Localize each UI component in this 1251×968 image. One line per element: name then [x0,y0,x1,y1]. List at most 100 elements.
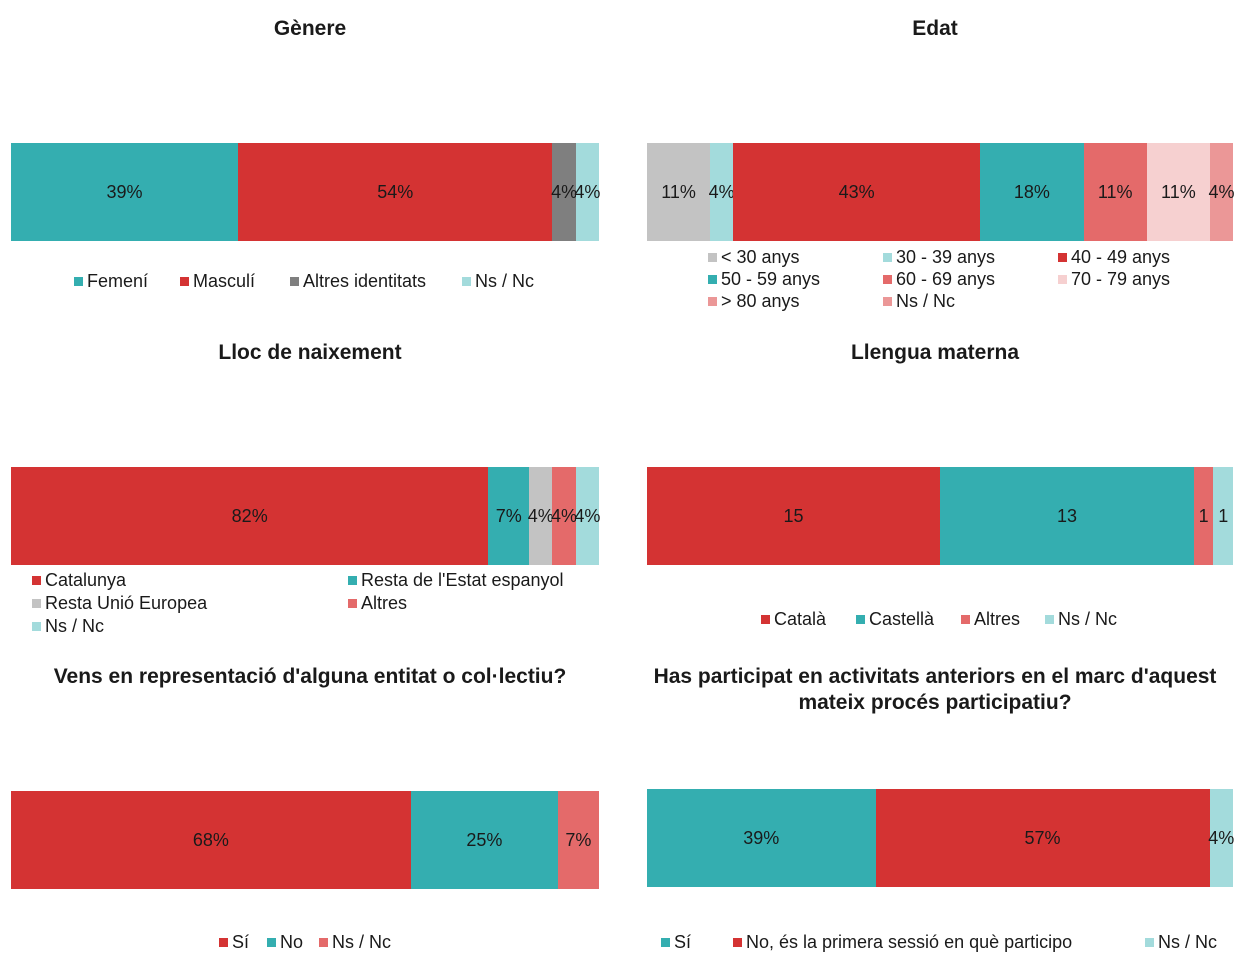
legend-item-no-es-la-primera-sessio-en-que-participo: No, és la primera sessió en què particip… [733,932,1072,953]
bar-segment-no: 25% [410,791,558,889]
legend-item-resta-unio-europea: Resta Unió Europea [32,593,207,614]
stacked-bar: 39% 57% 4% [647,789,1234,887]
legend-swatch [883,275,892,284]
bar-segment-ns-nc: 1 [1213,467,1233,565]
legend-label: No, és la primera sessió en què particip… [746,932,1073,952]
stacked-bar: 39% 54% 4% 4% [11,143,601,241]
data-label: 1 [1218,505,1229,526]
legend-item-castella: Castellà [856,609,934,630]
legend-label: Altres [974,609,1021,629]
data-label: 13 [1056,505,1077,526]
legend-label: Resta de l'Estat espanyol [361,570,564,590]
legend-label: < 30 anys [721,247,800,267]
data-label: 4% [574,505,601,526]
chart-title: Vens en representació d'alguna entitat o… [53,665,567,688]
data-label: 43% [838,181,875,202]
legend-item-80-anys: > 80 anys [708,291,800,312]
legend-label: Altres identitats [303,271,427,291]
chart-panel-edat: Edat 11% 4% 43% 18% 11% 11% 4% < 30 anys 30 - 39 … [625,0,1245,320]
legend-item-resta-de-l-estat-espanyol: Resta de l'Estat espanyol [348,570,564,591]
chart-title: Llengua materna [850,341,1020,364]
legend-item-altres-identitats: Altres identitats [290,271,426,292]
bar-segment-60-69-anys: 11% [1083,143,1147,241]
chart-title: Gènere [273,17,347,40]
legend-label: Sí [674,932,692,952]
legend-item-ns-nc: Ns / Nc [883,291,955,312]
legend-item-catala: Català [761,609,826,630]
legend-item-ns-nc: Ns / Nc [32,616,104,637]
legend-swatch [708,275,717,284]
legend-label: Català [774,609,827,629]
bar-segment-resta-unio-europea: 4% [527,467,554,565]
legend-label: Ns / Nc [1058,609,1118,629]
legend-swatch [219,938,228,947]
legend-swatch [761,615,770,624]
chart-panel-genere: Gènere 39% 54% 4% 4% Femení Masculí Altres iden… [0,0,620,320]
bar-segment-catala: 15 [647,467,940,565]
bar-segment-ns-nc: 4% [1208,143,1234,241]
legend-swatch [708,297,717,306]
data-label: 11% [1097,181,1133,202]
legend-swatch [708,253,717,262]
legend-label: Castellà [869,609,935,629]
legend-item-30-39-anys: 30 - 39 anys [883,247,995,268]
legend-item-femeni: Femení [74,271,148,292]
legend-label: 60 - 69 anys [896,269,996,289]
chart-panel-lloc: Lloc de naixement 82% 7% 4% 4% 4% Catalunya Res… [0,324,620,644]
legend-label: 50 - 59 anys [721,269,821,289]
bar-segment-30-39-anys: 4% [708,143,735,241]
data-label: 4% [527,505,554,526]
legend-item-si: Sí [661,932,691,953]
bar-segment-altres: 4% [551,467,577,565]
legend-item-60-69-anys: 60 - 69 anys [883,269,995,290]
data-label: 57% [1024,827,1061,848]
stacked-bar: 11% 4% 43% 18% 11% 11% 4% [647,143,1234,241]
bar-segment-ns-nc: 4% [574,143,601,241]
legend-label: Ns / Nc [45,616,105,636]
legend-swatch [32,599,41,608]
bar-segment-femeni: 39% [11,143,239,241]
chart-title: Lloc de naixement [218,341,402,364]
legend-swatch [856,615,865,624]
bar-segment-40-49-anys: 43% [733,143,981,241]
legend-swatch [883,297,892,306]
bar-segment-masculi: 54% [238,143,553,241]
legend-item-ns-nc: Ns / Nc [462,271,534,292]
stacked-bar: 68% 25% 7% [11,791,599,889]
bar-segment-50-59-anys: 18% [980,143,1084,241]
bar-segment-catalunya: 82% [11,467,489,565]
legend-swatch [74,277,83,286]
legend-swatch [348,576,357,585]
data-label: 18% [1013,181,1050,202]
legend-label: 40 - 49 anys [1071,247,1171,267]
legend-label: > 80 anys [721,291,800,311]
data-label: 68% [192,829,229,850]
data-label: 39% [106,181,143,202]
legend-label: Femení [87,271,149,291]
bar-segment-altres: 1 [1193,467,1214,565]
bar-segment-si: 68% [11,791,411,889]
legend-item-50-59-anys: 50 - 59 anys [708,269,820,290]
chart-panel-representacio: Vens en representació d'alguna entitat o… [0,648,620,968]
legend-swatch [1045,615,1054,624]
legend-swatch [319,938,328,947]
stacked-bar: 15 13 1 1 [647,467,1233,565]
data-label: 11% [1161,181,1196,202]
legend-label: Catalunya [45,570,127,590]
data-label: 15 [783,505,804,526]
bar-segment-resta-de-l-estat-espanyol: 7% [488,467,530,565]
data-label: 4% [574,181,601,202]
bar-segment-altres-identitats: 4% [551,143,577,241]
data-label: 4% [708,181,735,202]
bar-segment-si: 39% [647,789,876,887]
data-label: 82% [231,505,268,526]
data-label: 25% [466,829,503,850]
legend-swatch [733,938,742,947]
legend-item-no: No [267,932,303,953]
legend-swatch [661,938,670,947]
legend-item-altres: Altres [961,609,1020,630]
chart-panel-participacio: Has participat en activitats anteriors e… [625,648,1245,968]
bar-segment-castella: 13 [940,467,1194,565]
legend-label: Ns / Nc [896,291,956,311]
legend-label: Sí [232,932,250,952]
